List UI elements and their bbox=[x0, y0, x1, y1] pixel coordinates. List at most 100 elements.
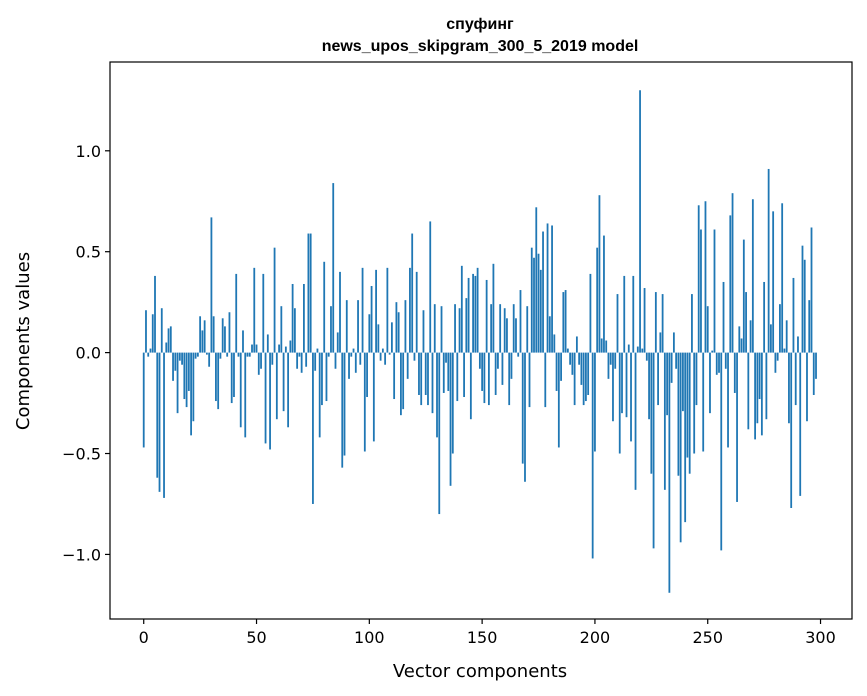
bar bbox=[618, 352, 621, 454]
bar bbox=[632, 275, 635, 353]
bar bbox=[641, 348, 644, 353]
bar bbox=[650, 352, 653, 474]
bar bbox=[476, 267, 479, 353]
bar bbox=[585, 352, 587, 402]
bar bbox=[652, 352, 655, 549]
bar bbox=[612, 352, 614, 422]
bar bbox=[278, 344, 280, 353]
bar bbox=[636, 346, 639, 353]
plot-frame bbox=[109, 61, 853, 620]
bar bbox=[657, 352, 659, 406]
bar bbox=[336, 332, 339, 353]
bar bbox=[384, 352, 387, 365]
bar bbox=[607, 352, 610, 379]
bar bbox=[248, 352, 251, 357]
x-tick-label: 50 bbox=[246, 628, 266, 647]
bar bbox=[433, 304, 436, 353]
bar bbox=[582, 352, 585, 406]
bar bbox=[230, 352, 233, 404]
bar bbox=[704, 201, 707, 353]
bar bbox=[571, 352, 574, 375]
bar bbox=[537, 253, 540, 353]
bar bbox=[264, 352, 267, 444]
bar bbox=[573, 352, 576, 406]
bar bbox=[524, 352, 526, 482]
bar bbox=[499, 304, 502, 353]
bar bbox=[623, 275, 626, 353]
bar bbox=[257, 352, 260, 375]
bar bbox=[517, 352, 520, 357]
bar bbox=[393, 352, 396, 400]
bar bbox=[539, 269, 542, 353]
bar bbox=[474, 275, 477, 353]
bar bbox=[469, 352, 472, 420]
x-tick-label: 150 bbox=[467, 628, 498, 647]
bar bbox=[700, 229, 702, 353]
y-axis-label: Components values bbox=[13, 252, 34, 430]
bar bbox=[580, 352, 583, 385]
bar bbox=[368, 314, 371, 353]
bar bbox=[668, 352, 671, 593]
bar bbox=[688, 352, 691, 474]
bar bbox=[253, 267, 256, 353]
bar bbox=[280, 306, 283, 353]
bar bbox=[481, 352, 484, 391]
bar bbox=[178, 352, 181, 361]
bar bbox=[724, 352, 727, 369]
bar bbox=[156, 352, 159, 478]
bar bbox=[176, 352, 179, 414]
bar bbox=[190, 352, 192, 436]
bar bbox=[736, 352, 738, 502]
bar bbox=[275, 352, 278, 420]
bar bbox=[684, 352, 687, 523]
bar bbox=[792, 277, 795, 353]
bar bbox=[154, 275, 156, 353]
bar bbox=[314, 352, 317, 371]
bar bbox=[266, 334, 269, 353]
bar bbox=[323, 261, 326, 353]
bar bbox=[772, 211, 775, 353]
bar bbox=[508, 352, 511, 406]
bar bbox=[183, 352, 186, 400]
bar bbox=[745, 292, 747, 353]
bar bbox=[343, 352, 346, 456]
bar bbox=[363, 352, 366, 452]
bar bbox=[465, 298, 468, 353]
bar bbox=[221, 318, 224, 353]
bar bbox=[621, 352, 623, 414]
bar bbox=[172, 352, 174, 381]
bar bbox=[427, 352, 429, 406]
bar bbox=[715, 352, 718, 375]
bar bbox=[242, 330, 244, 353]
bar bbox=[760, 352, 763, 436]
bar bbox=[318, 352, 321, 438]
bar bbox=[695, 352, 698, 406]
chart-title-line2: news_upos_skipgram_300_5_2019 model bbox=[322, 38, 639, 55]
bar bbox=[616, 294, 619, 353]
bar bbox=[239, 352, 242, 428]
bar bbox=[603, 235, 605, 353]
bar bbox=[801, 245, 804, 353]
bar bbox=[490, 304, 493, 353]
bar bbox=[167, 328, 170, 353]
bar bbox=[754, 352, 756, 440]
bar bbox=[350, 352, 353, 357]
bar bbox=[530, 247, 533, 353]
bar bbox=[354, 352, 357, 373]
bar bbox=[521, 352, 524, 464]
bar bbox=[682, 352, 684, 412]
bar bbox=[790, 352, 793, 508]
bar bbox=[679, 352, 682, 543]
bar bbox=[312, 352, 314, 504]
bar bbox=[494, 352, 497, 395]
bar bbox=[291, 283, 294, 353]
bar bbox=[587, 352, 590, 395]
bar bbox=[456, 352, 459, 402]
x-tick-label: 300 bbox=[805, 628, 836, 647]
bar bbox=[722, 281, 725, 353]
bar bbox=[447, 352, 450, 391]
bar bbox=[729, 215, 732, 353]
bar bbox=[718, 352, 720, 373]
bar bbox=[765, 352, 768, 420]
